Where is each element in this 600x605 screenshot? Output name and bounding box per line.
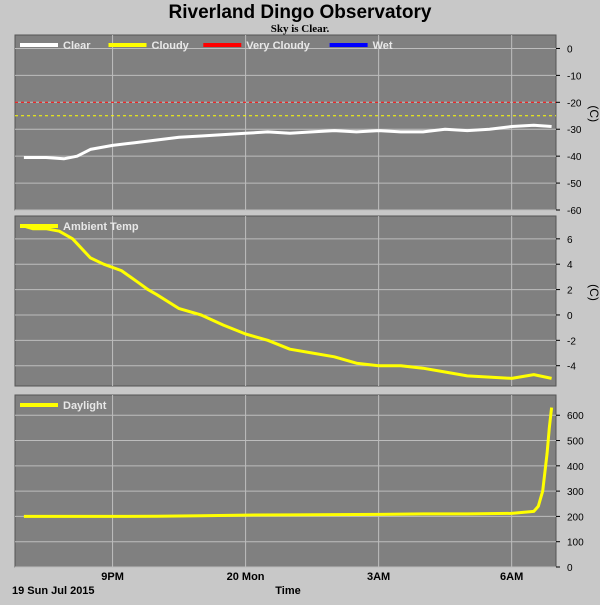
plot-area bbox=[14, 34, 557, 211]
chart-title: Riverland Dingo Observatory bbox=[169, 2, 432, 23]
y-tick-label: -20 bbox=[567, 98, 582, 109]
series-line-clear bbox=[23, 123, 552, 161]
x-tick-label: 9PM bbox=[101, 571, 124, 583]
y-tick-label: 4 bbox=[567, 260, 573, 271]
y-tick-label: 100 bbox=[567, 538, 584, 549]
y-unit-label: (C) bbox=[587, 105, 600, 122]
series-line-ambient-temp bbox=[23, 224, 552, 380]
y-tick-label: -2 bbox=[567, 336, 576, 347]
y-tick-label: 300 bbox=[567, 487, 584, 498]
y-tick-label: -40 bbox=[567, 152, 582, 163]
legend-label-very-cloudy: Very Cloudy bbox=[246, 40, 310, 52]
chart-panel-1: 0 -10 -20 -30 -40 -50 -60 (C) Clear Cloudy Very Cl… bbox=[14, 34, 600, 217]
x-tick-label: 3AM bbox=[367, 571, 390, 583]
y-tick-label: 0 bbox=[567, 311, 573, 322]
legend-label-daylight: Daylight bbox=[63, 400, 107, 412]
legend-label-wet: Wet bbox=[373, 40, 393, 52]
chart-panel-2: 6 4 2 0 -2 -4 (C) Ambient Temp bbox=[14, 215, 600, 387]
y-tick-label: 200 bbox=[567, 512, 584, 523]
y-tick-label: -30 bbox=[567, 125, 582, 136]
x-tick-label: 6AM bbox=[500, 571, 523, 583]
y-tick-label: 0 bbox=[567, 563, 573, 574]
y-tick-label: -50 bbox=[567, 179, 582, 190]
legend-label-ambient-temp: Ambient Temp bbox=[63, 221, 139, 233]
chart-panel-3: 9PM 20 Mon 3AM 6AM 600 500 400 300 200 100 0 Daylig… bbox=[14, 394, 584, 583]
chart-subtitle: Sky is Clear. bbox=[271, 23, 330, 35]
y-tick-label: 6 bbox=[567, 235, 573, 246]
y-tick-label: -4 bbox=[567, 362, 576, 373]
y-tick-label: 600 bbox=[567, 411, 584, 422]
plot-area bbox=[14, 215, 557, 387]
y-tick-label: -10 bbox=[567, 71, 582, 82]
y-tick-label: 2 bbox=[567, 286, 573, 297]
x-tick-label: 20 Mon bbox=[227, 571, 265, 583]
y-unit-label: (C) bbox=[587, 284, 600, 301]
legend-label-cloudy: Cloudy bbox=[152, 40, 190, 52]
series-line-daylight bbox=[23, 407, 554, 518]
x-date-label: 19 Sun Jul 2015 bbox=[12, 585, 95, 597]
legend-label-clear: Clear bbox=[63, 40, 91, 52]
y-tick-label: 0 bbox=[567, 44, 573, 55]
y-tick-label: -60 bbox=[567, 206, 582, 217]
y-tick-label: 400 bbox=[567, 462, 584, 473]
x-axis-label: Time bbox=[275, 585, 300, 597]
panels: 0-10-20-30-40-50-60(C)Clear Cloudy Very Cl… bbox=[14, 34, 600, 583]
y-tick-label: 500 bbox=[567, 437, 584, 448]
plot-area bbox=[14, 394, 557, 568]
